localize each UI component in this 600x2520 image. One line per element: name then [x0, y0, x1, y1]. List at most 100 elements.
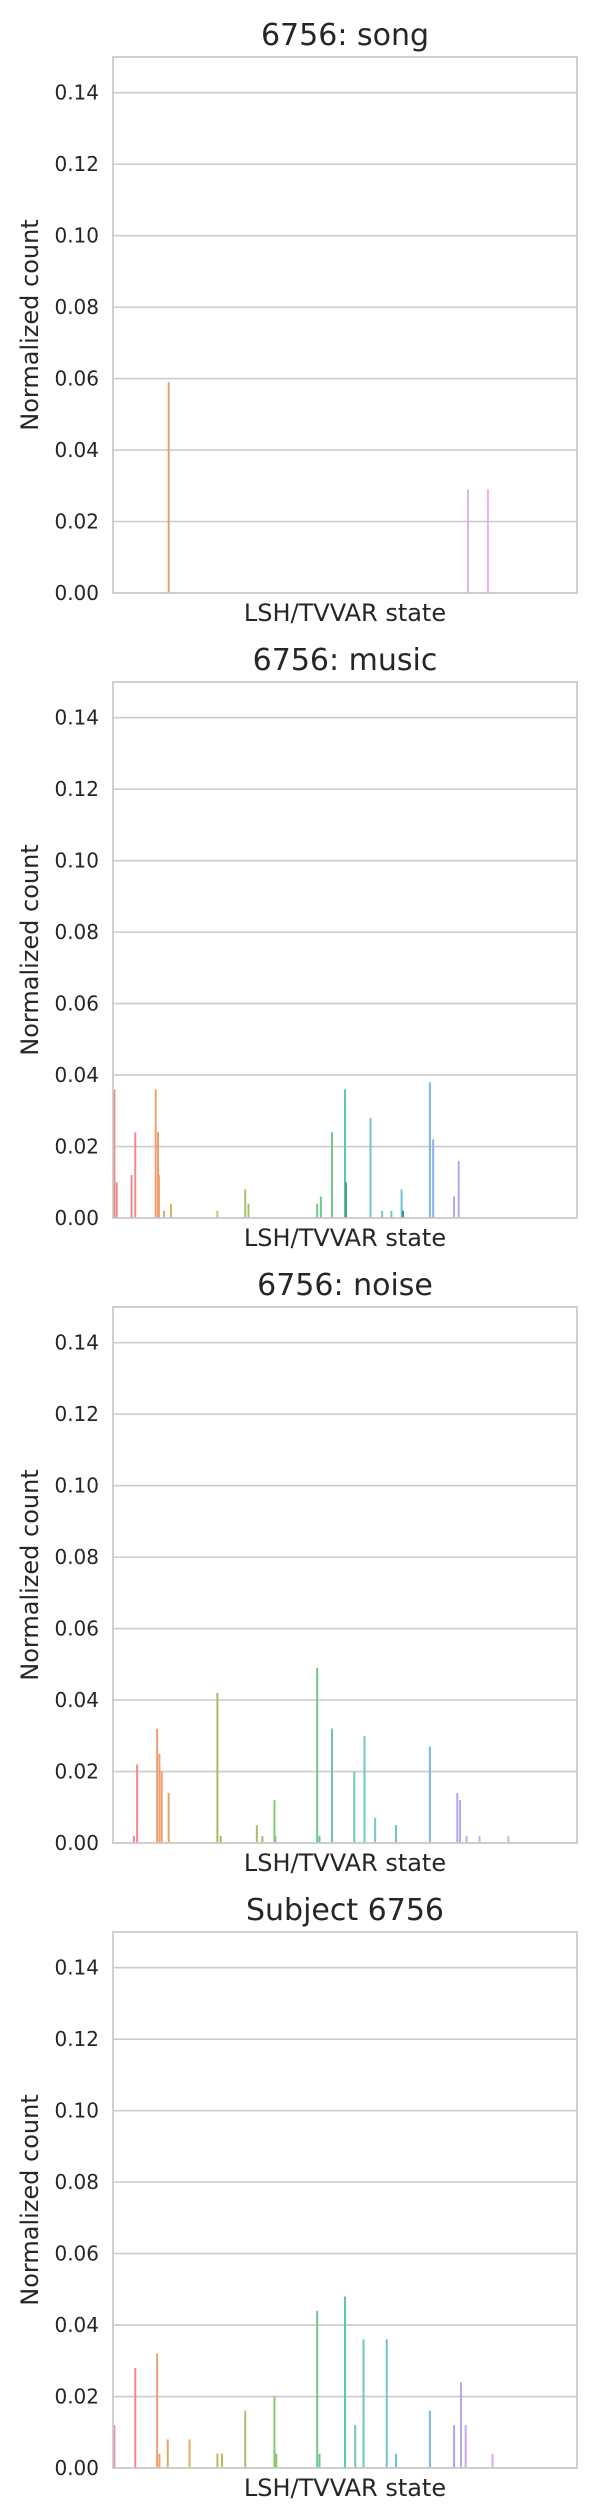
bar: [453, 1196, 456, 1218]
x-axis-label: LSH/TVVAR state: [244, 1849, 446, 1877]
bar: [460, 2382, 462, 2468]
bar: [156, 2353, 159, 2468]
bar: [318, 1835, 321, 1843]
bar: [362, 2339, 365, 2468]
y-tick-label: 0.06: [54, 367, 99, 391]
bar: [130, 1175, 133, 1218]
bar: [344, 1182, 347, 1218]
bar: [456, 1792, 459, 1843]
y-tick-label: 0.10: [54, 2099, 99, 2123]
bar: [385, 2339, 388, 2468]
y-tick-label: 0.10: [54, 224, 99, 248]
y-tick-label: 0.08: [54, 1545, 99, 1569]
y-tick-label: 0.02: [54, 2385, 99, 2409]
bar: [369, 1117, 372, 1218]
y-tick-label: 0.02: [54, 1760, 99, 1784]
bar: [113, 1089, 116, 1218]
y-tick-label: 0.02: [54, 510, 99, 534]
bar: [466, 489, 469, 593]
bar: [319, 1196, 322, 1218]
bar: [170, 1203, 172, 1218]
y-tick-label: 0.12: [54, 152, 99, 176]
bar: [216, 1210, 219, 1218]
bar: [136, 1764, 139, 1843]
y-tick-label: 0.08: [54, 920, 99, 944]
plot-area: [112, 56, 578, 594]
bar: [354, 2425, 357, 2468]
y-tick-label: 0.10: [54, 849, 99, 873]
chart-panel-1: 0.00 0.02 0.04 0.06 0.08 0.10 0.12 0.14 6756: so…: [16, 18, 578, 627]
bar: [167, 382, 170, 593]
bar: [216, 2453, 219, 2468]
bar: [247, 1203, 250, 1218]
bar: [160, 1771, 163, 1843]
bar: [158, 2453, 161, 2468]
bar: [163, 1210, 166, 1218]
bar: [273, 1800, 276, 1843]
plot-border: [112, 1931, 578, 2469]
bar: [221, 2453, 224, 2468]
chart-panel-2: 0.00 0.02 0.04 0.06 0.08 0.10 0.12 0.14 6756: mu…: [16, 643, 578, 1252]
bar: [261, 1835, 264, 1843]
bar: [244, 1189, 247, 1218]
chart-title: 6756: song: [261, 18, 429, 53]
x-axis-label: LSH/TVVAR state: [244, 599, 446, 627]
bar: [478, 1835, 481, 1843]
y-tick-label: 0.04: [54, 438, 99, 462]
bar: [395, 1825, 398, 1843]
bar: [381, 1210, 384, 1218]
bar: [507, 1835, 510, 1843]
bar: [166, 2439, 169, 2468]
x-axis-label: LSH/TVVAR state: [244, 2474, 446, 2502]
bar: [486, 489, 489, 593]
y-tick-label: 0.00: [54, 1206, 99, 1230]
plot-border: [112, 681, 578, 1219]
bar: [390, 1210, 393, 1218]
y-tick-label: 0.00: [54, 2456, 99, 2480]
y-tick-label: 0.02: [54, 1135, 99, 1159]
bar: [316, 1203, 319, 1218]
y-axis-label: Normalized count: [16, 844, 44, 1055]
bar: [216, 1692, 219, 1843]
chart-panel-3: 0.00 0.02 0.04 0.06 0.08 0.10 0.12 0.14 6756: no…: [16, 1268, 578, 1877]
bar: [134, 1132, 137, 1218]
bar: [353, 1771, 356, 1843]
bar: [132, 1835, 135, 1843]
plot-border: [112, 1306, 578, 1844]
chart-title: 6756: music: [253, 643, 438, 678]
bar: [428, 1746, 431, 1843]
y-axis-label: Normalized count: [16, 2094, 44, 2305]
plot-border: [112, 56, 578, 594]
y-axis-label: Normalized count: [16, 219, 44, 430]
bar: [273, 2396, 276, 2468]
y-axis-label: Normalized count: [16, 1469, 44, 1680]
bar: [491, 2453, 494, 2468]
y-tick-label: 0.06: [54, 2242, 99, 2266]
bar: [432, 1139, 435, 1218]
y-tick-label: 0.14: [54, 706, 99, 730]
bar: [274, 1835, 277, 1843]
bar: [457, 1160, 460, 1218]
bar: [400, 1189, 403, 1218]
bar: [316, 1667, 319, 1843]
y-tick-label: 0.12: [54, 1402, 99, 1426]
bar: [402, 1210, 404, 1218]
bar: [395, 2453, 398, 2468]
bar: [428, 1082, 431, 1218]
chart-title: Subject 6756: [246, 1893, 444, 1928]
bar: [374, 1817, 377, 1843]
chart-title: 6756: noise: [257, 1268, 433, 1303]
bar: [255, 1825, 258, 1843]
bar: [188, 2439, 191, 2468]
y-tick-label: 0.04: [54, 2313, 99, 2337]
x-axis-label: LSH/TVVAR state: [244, 1224, 446, 1252]
bar: [318, 2453, 321, 2468]
y-tick-label: 0.12: [54, 2027, 99, 2051]
y-tick-label: 0.00: [54, 581, 99, 605]
bar: [275, 2453, 278, 2468]
bar: [157, 1175, 160, 1218]
bar: [331, 1132, 334, 1218]
bar: [156, 1728, 159, 1843]
y-tick-label: 0.08: [54, 295, 99, 319]
